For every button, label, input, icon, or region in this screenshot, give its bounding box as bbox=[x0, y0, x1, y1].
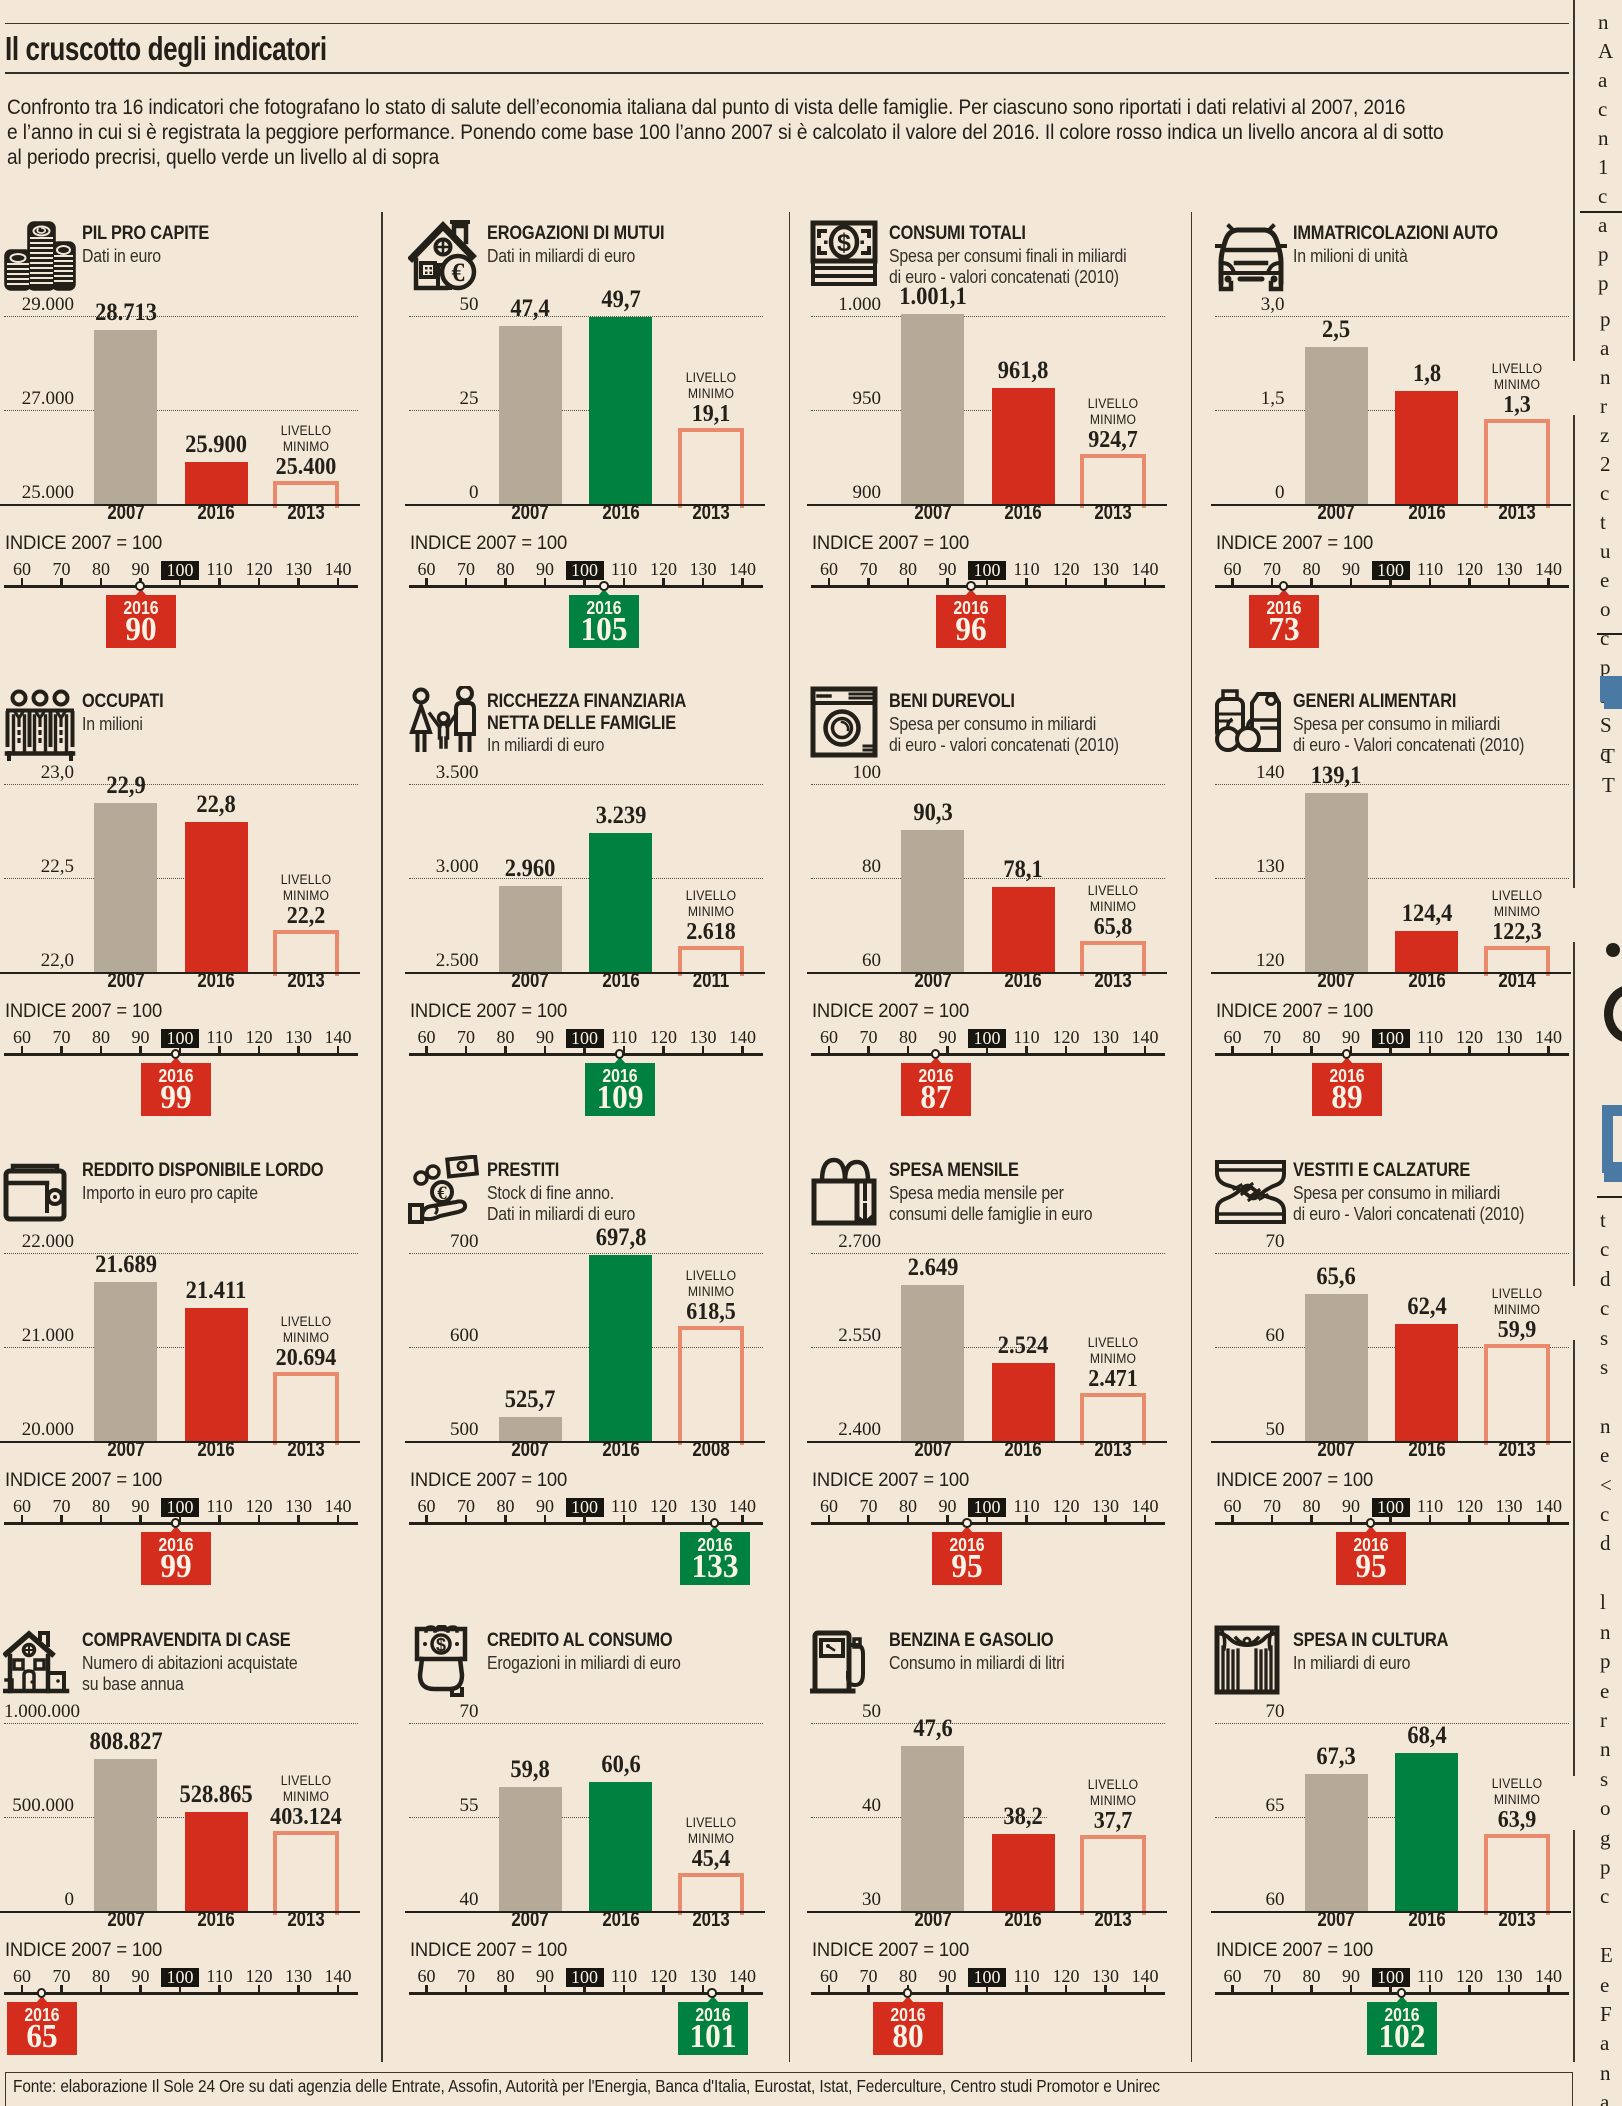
svg-text:€: € bbox=[451, 258, 464, 287]
svg-text:$: $ bbox=[837, 229, 851, 257]
svg-text:$: $ bbox=[435, 1635, 445, 1655]
svg-text:€: € bbox=[437, 1183, 447, 1204]
